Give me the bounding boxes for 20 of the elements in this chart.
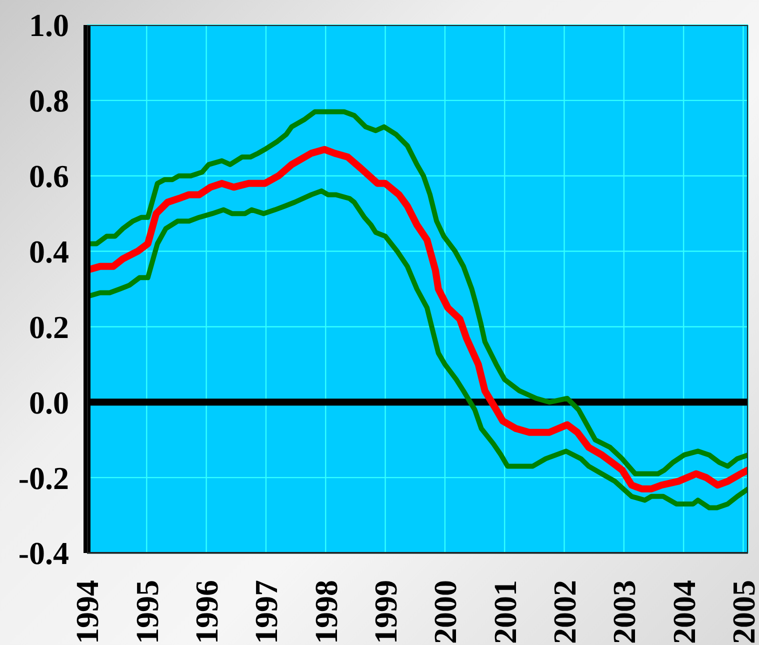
x-tick-label: 2001 xyxy=(486,580,523,644)
x-tick-label: 1995 xyxy=(128,580,165,644)
y-tick-label: -0.4 xyxy=(18,535,69,572)
y-tick-label: 0.8 xyxy=(29,82,69,119)
x-tick-label: 1997 xyxy=(248,580,284,644)
x-tick-label: 2005 xyxy=(725,580,759,644)
x-tick-label: 2004 xyxy=(666,580,702,644)
y-tick-label: 0.4 xyxy=(29,233,69,270)
y-tick-label: 0.6 xyxy=(29,158,69,194)
y-tick-label: 0.2 xyxy=(29,308,69,345)
x-tick-label: 1996 xyxy=(188,580,225,644)
x-tick-label: 2002 xyxy=(546,580,582,644)
x-tick-label: 1994 xyxy=(69,580,106,644)
x-tick-label: 2003 xyxy=(606,580,642,644)
y-tick-label: 0.0 xyxy=(29,384,69,420)
y-tick-label: -0.2 xyxy=(18,460,69,496)
y-tick-label: 1.0 xyxy=(29,7,69,44)
x-tick-label: 1998 xyxy=(308,580,344,644)
x-tick-label: 1999 xyxy=(367,580,404,644)
x-tick-label: 2000 xyxy=(427,580,464,644)
